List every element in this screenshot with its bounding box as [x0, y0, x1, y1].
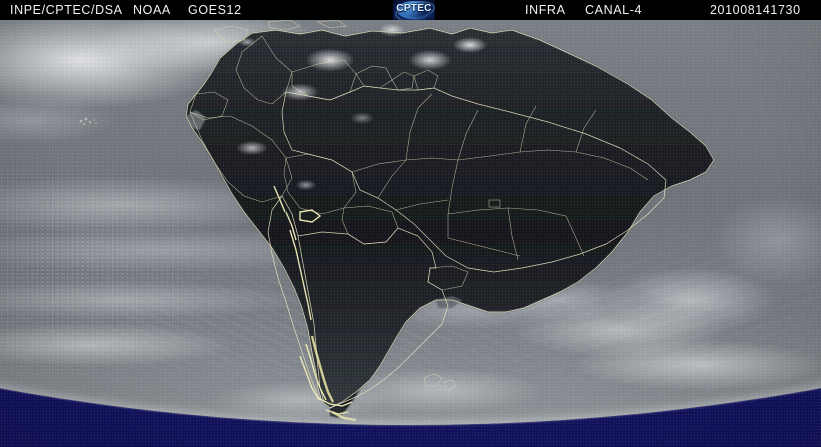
political-border-overlay	[185, 19, 715, 409]
convective-cloud-tops	[0, 0, 821, 425]
globe-icon	[397, 1, 431, 19]
cptec-logo: CPTEC	[393, 0, 435, 20]
satellite-label: GOES12	[188, 3, 242, 17]
satellite-scene	[0, 0, 821, 425]
earth-disk	[0, 0, 821, 425]
product-label: INFRA	[525, 3, 566, 17]
galapagos-islands	[78, 116, 100, 128]
timestamp-label: 201008141730	[710, 3, 801, 17]
andes-snow-highlight	[273, 185, 357, 422]
agency-label: NOAA	[133, 3, 171, 17]
institution-label: INPE/CPTEC/DSA	[10, 3, 123, 17]
cptec-logo-text: CPTEC	[396, 3, 432, 14]
channel-label: CANAL-4	[585, 3, 642, 17]
